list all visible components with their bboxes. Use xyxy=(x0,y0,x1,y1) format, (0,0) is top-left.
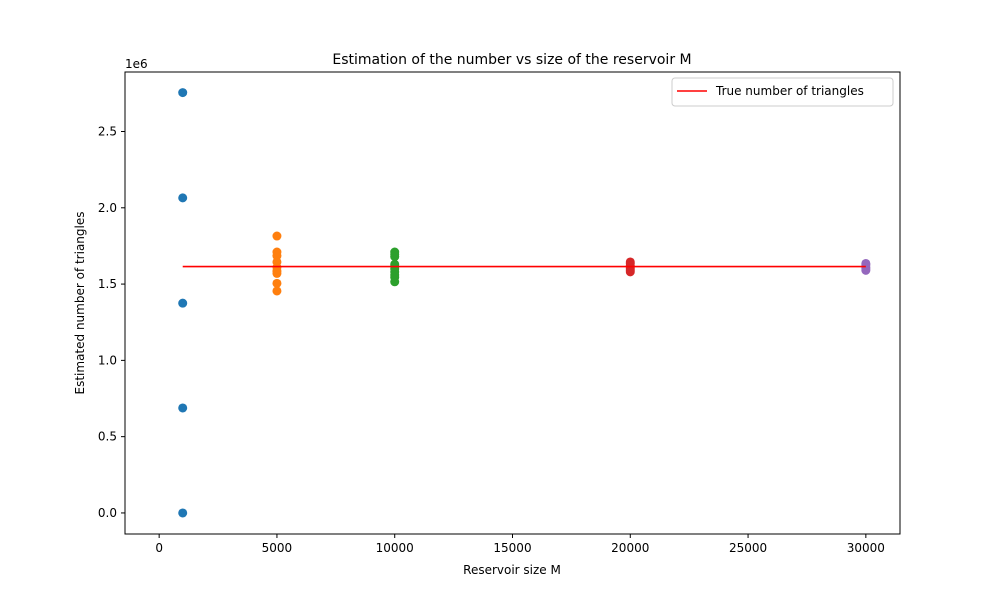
y-tick-label-2: 1.0 xyxy=(98,353,117,367)
legend: True number of triangles xyxy=(671,77,894,107)
y-tick-label-1: 0.5 xyxy=(98,430,117,444)
scatter-point-m5000-7 xyxy=(272,278,282,288)
scatter-point-m1000-4 xyxy=(178,508,188,518)
x-axis: 0 5000 10000 15000 20000 25000 30000 xyxy=(155,534,885,555)
scatter-point-m10000-2 xyxy=(390,252,400,262)
scatter-point-m5000-8 xyxy=(272,286,282,296)
x-tick-label-0: 0 xyxy=(155,541,163,555)
legend-box xyxy=(671,77,894,107)
y-tick-label-3: 1.5 xyxy=(98,277,117,291)
x-tick-label-5000: 5000 xyxy=(262,541,293,555)
x-tick-label-30000: 30000 xyxy=(847,541,885,555)
scatter-point-m10000-9 xyxy=(390,277,400,287)
y-tick-label-4: 2.0 xyxy=(98,201,117,215)
scatter-point-m5000-6 xyxy=(272,268,282,278)
y-axis-label: Estimated number of triangles xyxy=(73,212,87,395)
y-axis: 0.0 0.5 1.0 1.5 2.0 2.5 xyxy=(98,125,125,520)
scatter-point-m30000-4 xyxy=(861,265,871,275)
x-axis-label: Reservoir size M xyxy=(463,563,561,577)
x-tick-label-25000: 25000 xyxy=(729,541,767,555)
scatter-point-m20000-6 xyxy=(625,267,635,277)
y-tick-label-0: 0.0 xyxy=(98,506,117,520)
x-tick-label-15000: 15000 xyxy=(493,541,531,555)
legend-label-true-number: True number of triangles xyxy=(715,84,864,98)
scatter-point-m5000-0 xyxy=(272,231,282,241)
scatter-point-m1000-0 xyxy=(178,88,188,98)
x-tick-label-10000: 10000 xyxy=(376,541,414,555)
scatter-point-m1000-2 xyxy=(178,298,188,308)
y-tick-label-5: 2.5 xyxy=(98,125,117,139)
y-axis-offset-label: 1e6 xyxy=(125,57,148,71)
chart-title: Estimation of the number vs size of the … xyxy=(332,52,691,68)
scatter-point-m1000-3 xyxy=(178,403,188,413)
plot-area xyxy=(178,88,871,518)
scatter-point-m1000-1 xyxy=(178,193,188,203)
x-tick-label-20000: 20000 xyxy=(611,541,649,555)
